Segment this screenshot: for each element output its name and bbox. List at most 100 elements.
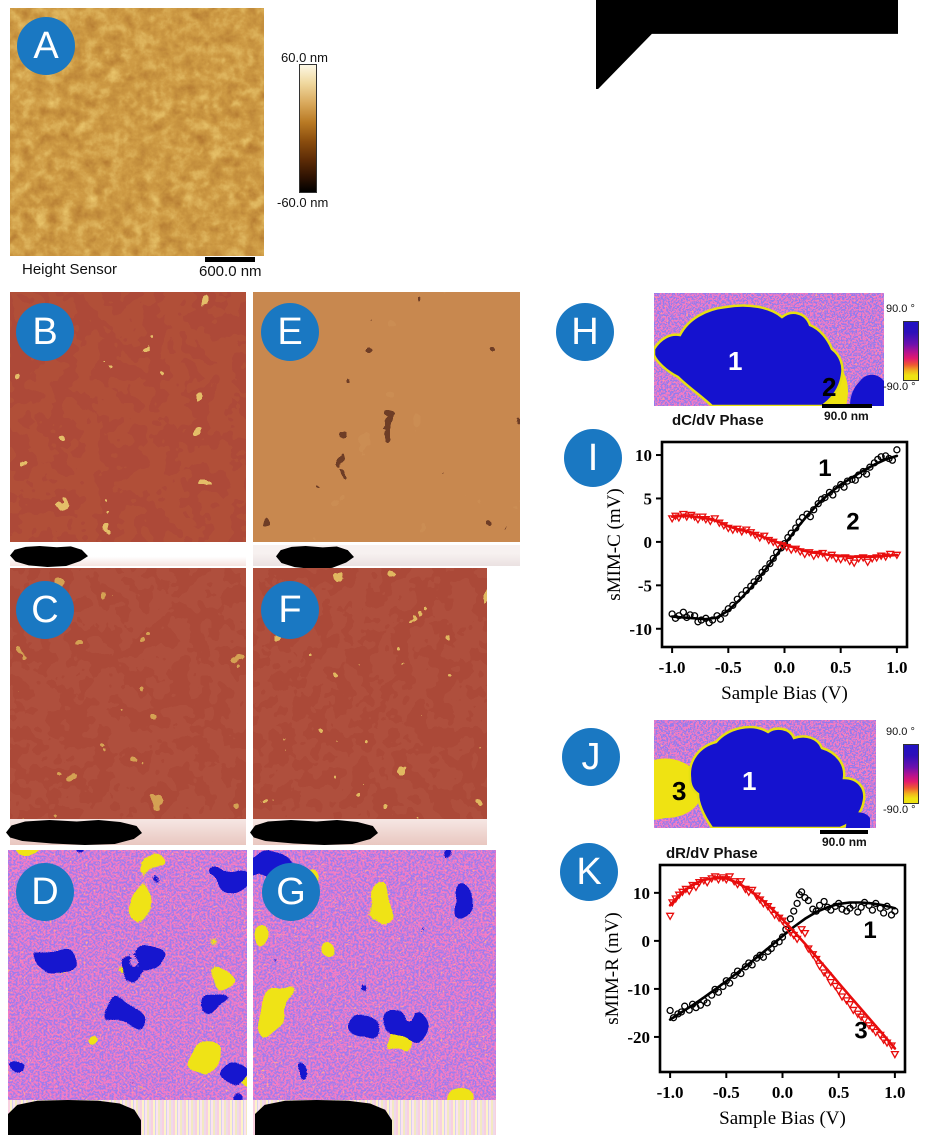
series-1-marker xyxy=(742,586,750,595)
panel-h-title: dC/dV Phase xyxy=(672,412,764,429)
series-2-marker xyxy=(867,555,877,564)
panel-d-badge: D xyxy=(16,863,74,921)
series-3-marker xyxy=(800,929,810,938)
panel-e-redacted-label xyxy=(276,546,354,569)
series-1-marker xyxy=(866,463,874,471)
series-1-marker xyxy=(840,483,848,491)
series-1-marker xyxy=(786,915,795,923)
series-3-marker xyxy=(736,878,746,887)
series-3-marker xyxy=(777,917,788,926)
series-2-marker xyxy=(818,549,828,558)
series-1-marker xyxy=(679,608,688,616)
series-3-marker xyxy=(822,972,832,981)
series-1-marker xyxy=(726,979,734,987)
series-1-marker xyxy=(820,897,828,906)
series-1-marker xyxy=(806,513,814,521)
series-1-marker xyxy=(714,988,723,996)
y-axis-title: sMIM-C (mV) xyxy=(604,488,625,600)
panel-b-badge: B xyxy=(16,303,74,361)
series-3-marker xyxy=(845,1001,855,1009)
series-1-marker xyxy=(804,896,812,905)
series-1-marker xyxy=(798,513,807,522)
series-3-marker xyxy=(713,876,723,885)
series-1-marker xyxy=(738,591,746,599)
series-3-marker xyxy=(886,1042,897,1051)
series-1-marker xyxy=(681,1002,689,1010)
x-axis-title: Sample Bias (V) xyxy=(719,1108,846,1129)
x-tick-label: 0.0 xyxy=(772,1083,793,1102)
series-3-marker xyxy=(860,1016,870,1025)
panel-a-colorbar-min-label: -60.0 nm xyxy=(277,195,329,210)
panel-h-blue-corner xyxy=(850,374,884,406)
y-tick-label: 10 xyxy=(635,446,652,465)
panel-g-badge: G xyxy=(262,863,320,921)
x-tick-label: -0.5 xyxy=(713,1083,740,1102)
y-axis-title: sMIM-R (mV) xyxy=(602,912,623,1024)
series-2-label: 2 xyxy=(846,509,859,536)
panel-a-scalebar xyxy=(205,257,255,262)
series-1-marker xyxy=(787,529,795,537)
series-1-marker xyxy=(812,907,820,915)
panel-h-region-1-label: 1 xyxy=(728,346,743,376)
series-3-marker xyxy=(699,877,709,886)
series-1-marker xyxy=(790,907,798,915)
series-2-marker xyxy=(670,512,681,521)
series-2-marker xyxy=(849,559,859,568)
panel-c-badge: C xyxy=(16,581,74,639)
series-1-marker xyxy=(854,908,862,916)
series-1-marker xyxy=(862,470,871,478)
series-3-marker xyxy=(721,876,731,885)
series-3-marker xyxy=(797,926,807,935)
panel-h-region-2-label: 2 xyxy=(822,372,837,402)
series-1-marker xyxy=(857,903,865,911)
series-1-label: 1 xyxy=(863,917,876,944)
series-2-marker xyxy=(682,513,692,522)
panel-k-badge: K xyxy=(560,843,618,901)
series-2-marker xyxy=(728,526,738,535)
series-1-marker xyxy=(759,953,768,961)
series-1-marker xyxy=(792,524,800,532)
panel-h-colorbar xyxy=(903,321,919,381)
series-1-marker xyxy=(855,471,863,479)
series-2-marker xyxy=(686,511,696,520)
panel-h-colorbar-max-label: 90.0 ° xyxy=(886,303,915,315)
series-1-marker xyxy=(891,907,899,915)
series-1-marker xyxy=(876,904,884,912)
series-3-marker xyxy=(671,895,681,904)
series-2-marker xyxy=(759,532,769,541)
series-1-marker xyxy=(829,491,837,499)
panel-a-colorbar-max-label: 60.0 nm xyxy=(281,50,328,65)
series-1-marker xyxy=(748,961,756,969)
x-tick-label: 0.5 xyxy=(828,1083,849,1102)
series-3-marker xyxy=(747,886,757,895)
series-2-marker xyxy=(674,514,684,523)
x-tick-label: 1.0 xyxy=(886,658,907,677)
panel-a-colorbar xyxy=(299,64,317,193)
panel-j-region-1-label: 1 xyxy=(742,766,757,796)
series-1-marker xyxy=(835,899,843,908)
panel-h-colorbar-min-label: -90.0 ° xyxy=(883,381,916,393)
panel-h-scalebar-label: 90.0 nm xyxy=(824,409,869,423)
series-1-marker xyxy=(666,1006,674,1015)
series-3-marker xyxy=(744,888,754,897)
x-axis-title: Sample Bias (V) xyxy=(721,683,848,704)
series-2-marker xyxy=(885,550,895,559)
series-1-marker xyxy=(733,595,741,603)
panel-i-badge: I xyxy=(564,429,622,487)
series-3-marker xyxy=(766,906,776,915)
series-1-marker xyxy=(778,933,787,941)
series-1-marker xyxy=(879,909,888,917)
series-3-marker xyxy=(755,896,765,905)
series-1-marker xyxy=(872,899,880,908)
series-1-marker xyxy=(690,612,699,620)
panel-h-phase-map xyxy=(654,293,884,406)
series-2-marker xyxy=(809,552,819,561)
series-2-marker xyxy=(693,516,703,525)
panel-j-colorbar xyxy=(903,744,919,804)
series-1-marker xyxy=(827,906,835,914)
series-2-marker xyxy=(822,554,832,563)
series-1-marker xyxy=(832,485,840,493)
series-1-marker xyxy=(883,902,891,910)
series-3-marker xyxy=(890,1050,900,1059)
series-3-marker xyxy=(691,883,701,892)
